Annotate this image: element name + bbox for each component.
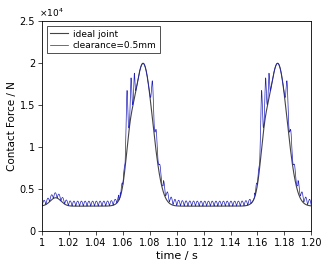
Text: $\times10^4$: $\times10^4$ [39,7,64,19]
ideal joint [240,204,244,208]
clearance=0.5mm [309,204,313,207]
Legend: ideal joint, clearance=0.5mm: ideal joint, clearance=0.5mm [47,26,160,53]
clearance=0.5mm [211,201,215,204]
ideal joint [54,196,58,199]
clearance=0.5mm [141,62,145,65]
clearance=0.5mm [254,184,258,187]
ideal joint [138,70,141,73]
clearance=0.5mm [138,70,141,73]
ideal joint [199,204,203,208]
X-axis label: time / s: time / s [156,251,198,261]
clearance=0.5mm [78,204,82,208]
ideal joint [309,204,313,207]
clearance=0.5mm [199,200,203,203]
clearance=0.5mm [240,200,244,203]
ideal joint [40,204,44,207]
ideal joint [141,62,145,65]
Line: ideal joint: ideal joint [42,63,311,206]
Y-axis label: Contact Force / N: Contact Force / N [7,81,17,171]
ideal joint [254,190,258,193]
clearance=0.5mm [54,191,58,195]
Line: clearance=0.5mm: clearance=0.5mm [42,63,311,206]
clearance=0.5mm [40,204,44,207]
ideal joint [211,204,215,208]
ideal joint [208,204,212,208]
